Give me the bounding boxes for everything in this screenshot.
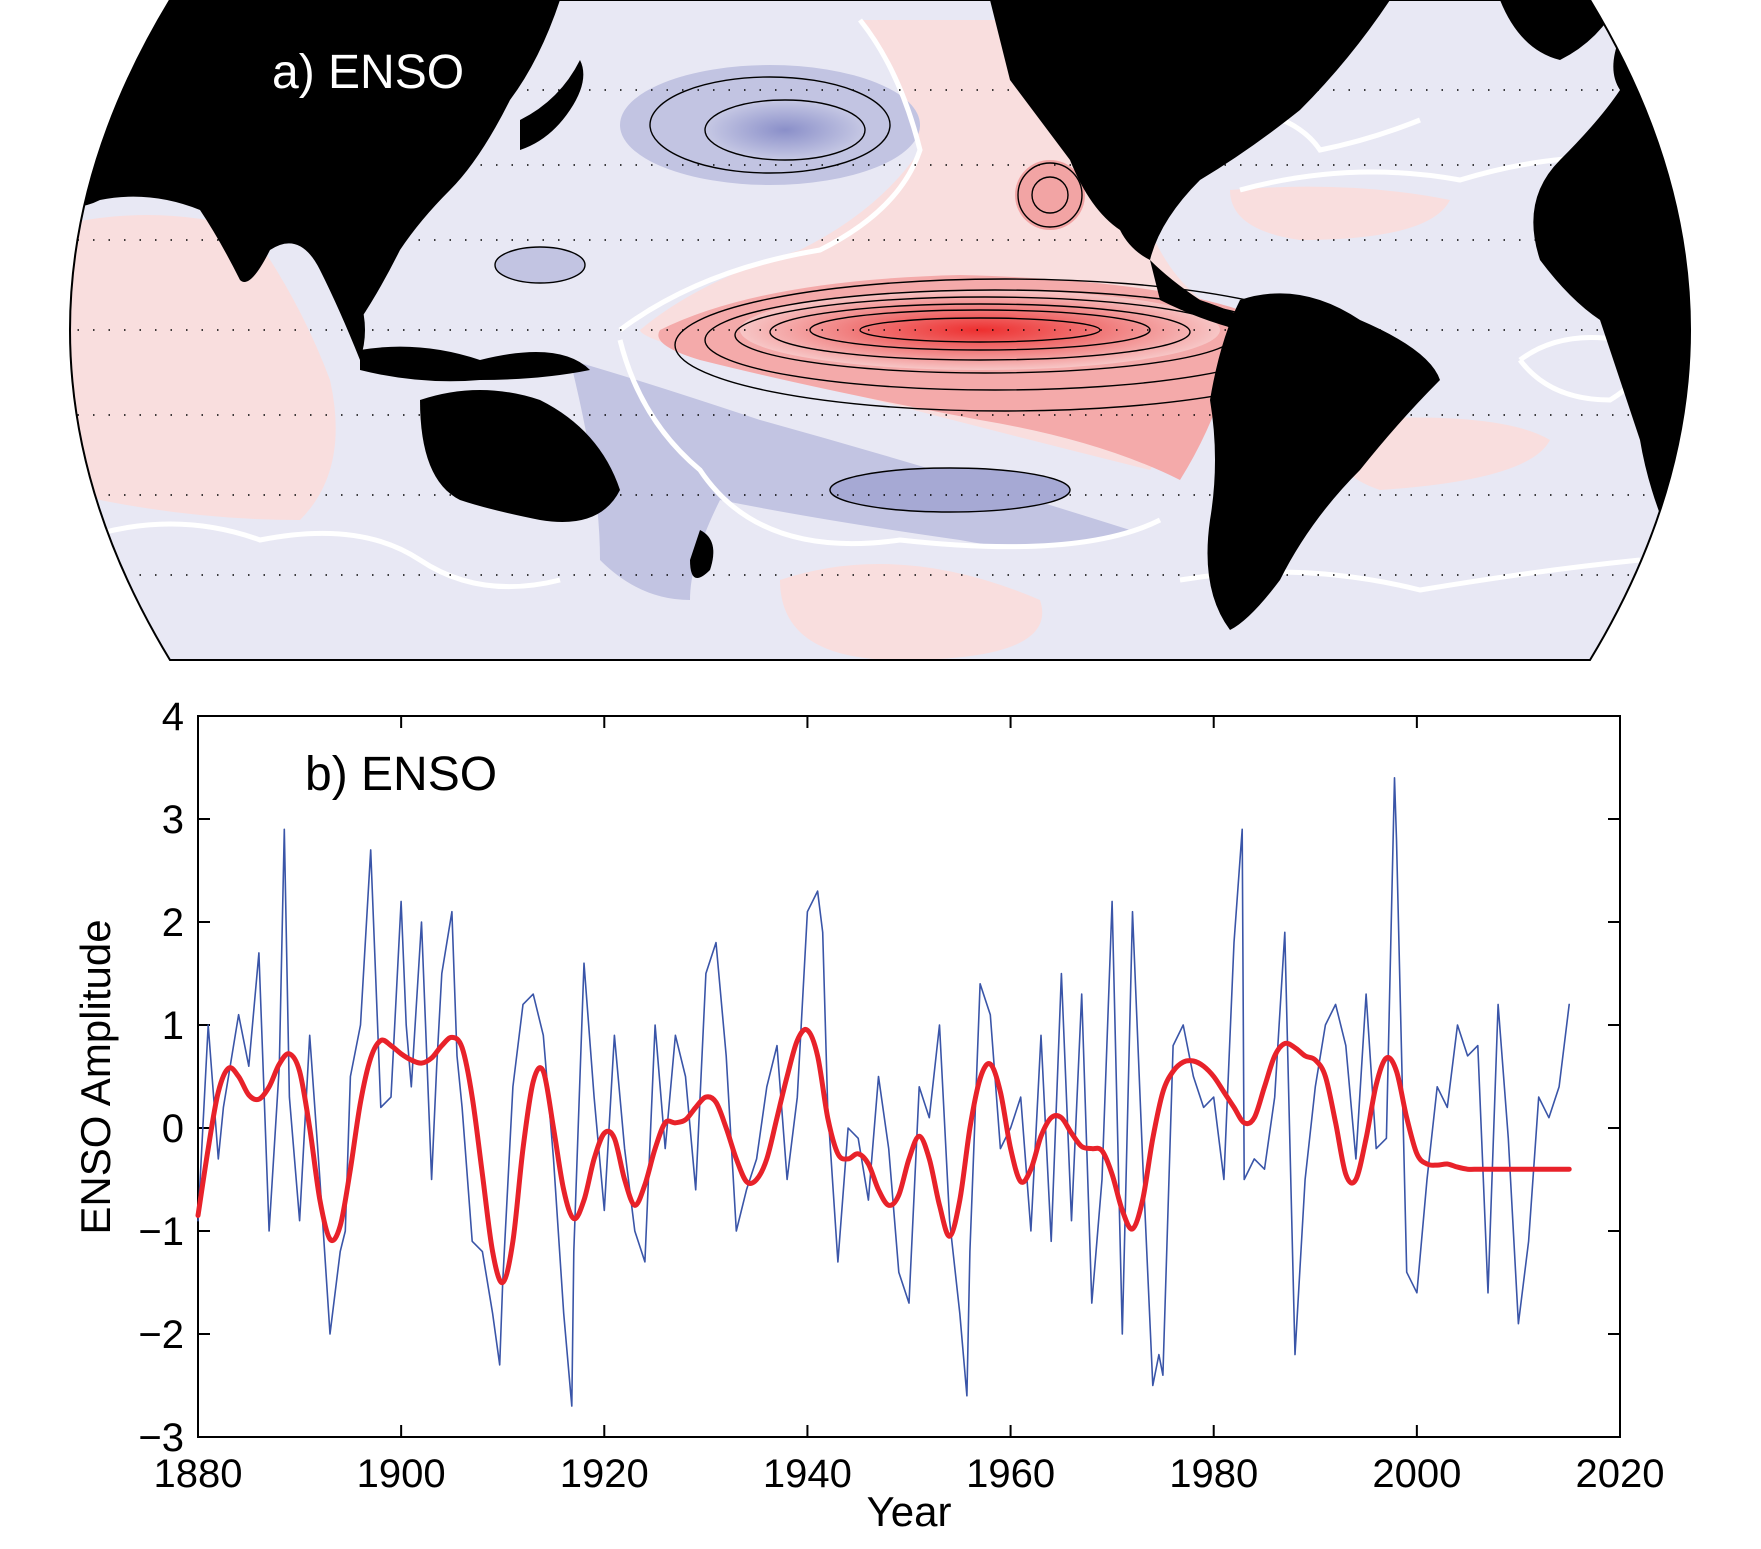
- equatorial-warm-core: [740, 290, 1220, 370]
- contour-line: [769, 303, 1191, 361]
- contour-line: [859, 317, 1101, 343]
- warm-anomaly-regions: [70, 20, 1550, 660]
- contour-line: [809, 309, 1151, 351]
- south-america-landmass: [1207, 293, 1440, 630]
- contour-line: [494, 246, 586, 284]
- monthly-enso-line: [197, 777, 1570, 1407]
- gulf-of-california-warm-spot: [1015, 160, 1085, 230]
- tick-marks: [197, 715, 1621, 1438]
- zero-contour-line: [618, 18, 923, 333]
- enso-timeseries-panel: 1880 1900 1920 1940 1960 1980 2000 2020 4 3 2 1 0 −1…: [72, 695, 1664, 1535]
- japan-islands: [520, 60, 584, 150]
- x-tick-labels: 1880 1900 1920 1940 1960 1980 2000 2020: [154, 1452, 1665, 1496]
- x-tick-label: 1940: [763, 1452, 852, 1496]
- y-axis-label: ENSO Amplitude: [72, 919, 119, 1234]
- south-pacific-warm-region: [780, 564, 1043, 660]
- contour-line: [1017, 162, 1083, 228]
- panel-b-title: b) ENSO: [305, 748, 497, 801]
- greenland-landmass: [1500, 0, 1620, 60]
- map-outline: [69, 0, 1691, 661]
- x-tick-label: 2000: [1372, 1452, 1461, 1496]
- indonesia-islands: [360, 346, 590, 382]
- x-tick-label: 2020: [1576, 1452, 1665, 1496]
- y-tick-label: 0: [162, 1107, 184, 1151]
- y-tick-label: 2: [162, 901, 184, 945]
- south-atlantic-warm-region: [1335, 417, 1550, 490]
- indian-ocean-warm-region: [70, 215, 336, 520]
- south-pacific-cold-core: [830, 468, 1070, 512]
- y-tick-label: 3: [162, 798, 184, 842]
- contour-line: [704, 99, 866, 161]
- australia-landmass: [420, 390, 620, 522]
- north-pacific-cold-core: [705, 100, 865, 160]
- contour-line: [829, 467, 1071, 513]
- enso-map-panel: a) ENSO: [69, 0, 1691, 661]
- y-tick-label: −3: [138, 1416, 184, 1460]
- x-tick-label: 1880: [154, 1452, 243, 1496]
- smoothed-enso-line: [195, 1027, 1572, 1285]
- x-tick-label: 1980: [1169, 1452, 1258, 1496]
- x-tick-label: 1920: [560, 1452, 649, 1496]
- y-tick-label: 4: [162, 695, 184, 739]
- north-america-landmass: [990, 0, 1390, 260]
- central-america-isthmus: [1150, 260, 1250, 330]
- y-tick-label: −1: [138, 1210, 184, 1254]
- contour-line: [1031, 176, 1069, 214]
- zero-contour-line: [617, 339, 1162, 550]
- map-area: a) ENSO: [70, 0, 1690, 660]
- zero-contour-line: [70, 521, 561, 590]
- cold-anomaly-regions: [495, 65, 1130, 600]
- western-pacific-cold-spot: [495, 247, 585, 283]
- contour-line: [649, 76, 891, 174]
- indochina-peninsula: [320, 270, 365, 360]
- y-tick-label: 1: [162, 1004, 184, 1048]
- x-tick-label: 1900: [357, 1452, 446, 1496]
- y-tick-labels: 4 3 2 1 0 −1 −2 −3: [138, 695, 184, 1460]
- x-axis-label: Year: [867, 1488, 952, 1535]
- north-atlantic-warm-region: [1230, 186, 1450, 240]
- plot-frame: [197, 715, 1621, 1438]
- new-zealand-islands: [690, 530, 714, 578]
- land-masses: [70, 0, 1690, 660]
- europe-africa-landmass: [1533, 0, 1690, 660]
- zero-contours: [70, 18, 1641, 593]
- x-tick-label: 1960: [966, 1452, 1055, 1496]
- panel-a-title: a) ENSO: [272, 46, 464, 99]
- asia-landmass: [70, 0, 560, 320]
- series-lines: [195, 777, 1572, 1407]
- y-tick-label: −2: [138, 1313, 184, 1357]
